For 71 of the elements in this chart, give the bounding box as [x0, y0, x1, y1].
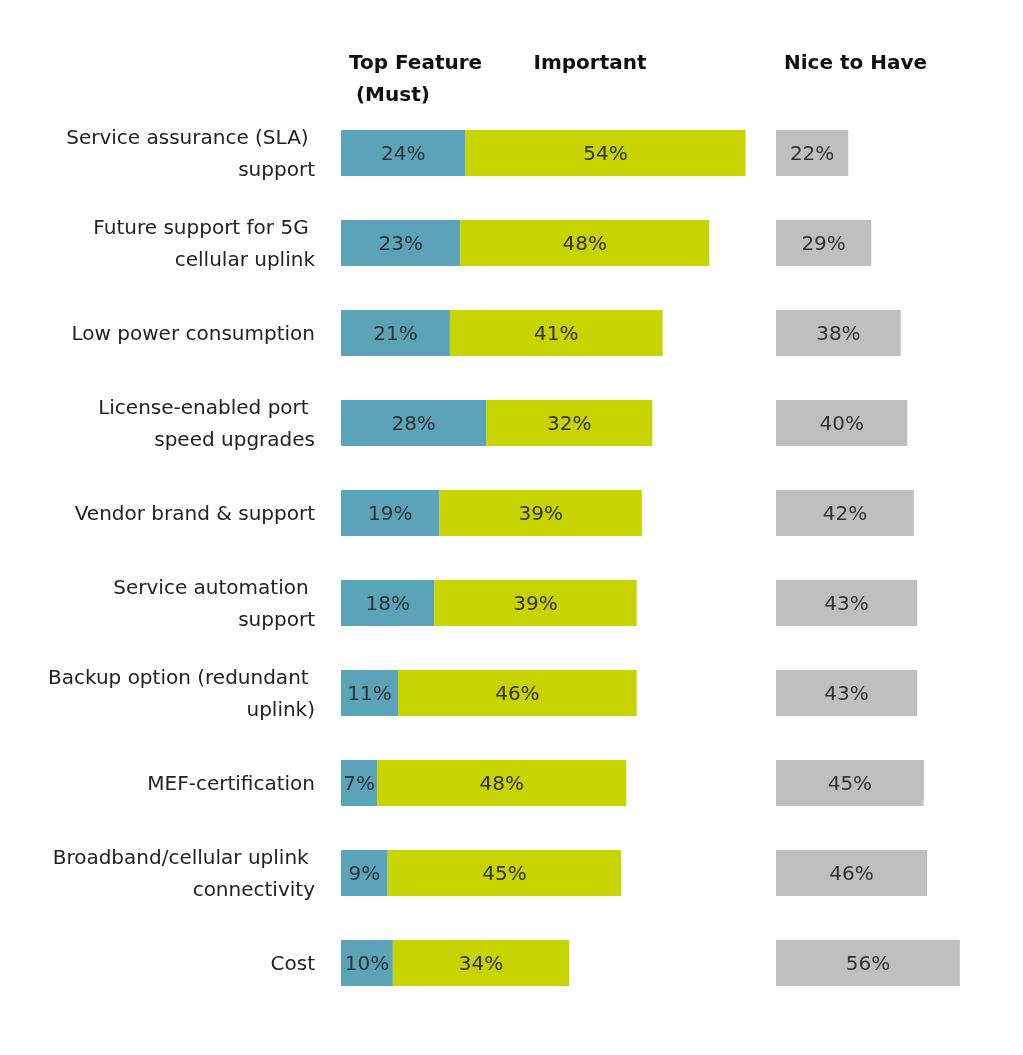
- bar: [776, 760, 924, 806]
- bar: [776, 850, 928, 896]
- data-label: 7%: [343, 771, 376, 795]
- data-label: 29%: [801, 231, 846, 255]
- bar: [465, 130, 746, 176]
- bar: [387, 850, 622, 896]
- data-label: 32%: [547, 411, 592, 435]
- bar: [341, 310, 450, 356]
- data-label: 40%: [819, 411, 864, 435]
- data-label: 56%: [845, 951, 891, 975]
- data-label: 18%: [365, 591, 410, 615]
- bar: [341, 670, 399, 716]
- data-label: 43%: [824, 681, 869, 705]
- bar: [341, 490, 440, 536]
- bar: [486, 400, 653, 446]
- bar: [776, 220, 872, 266]
- y-tick-label: Backup option (redundant uplink): [47, 665, 315, 721]
- y-tick-label: Future support for 5G cellular uplink: [93, 215, 316, 271]
- data-label: 39%: [513, 591, 558, 615]
- text: Nice to Have: [784, 50, 928, 74]
- data-label: 38%: [816, 321, 861, 345]
- series-label: Top Feature (Must): [349, 50, 483, 106]
- text: Important: [533, 50, 647, 74]
- data-label: 48%: [562, 231, 608, 255]
- y-tick-label: Vendor brand & support: [74, 501, 316, 525]
- y-tick-label: License-enabled port speed upgrades: [98, 395, 315, 451]
- bar: [398, 670, 637, 716]
- data-label: 45%: [827, 771, 873, 795]
- bar: [341, 580, 435, 626]
- data-label: 11%: [347, 681, 392, 705]
- bar: [439, 490, 642, 536]
- data-label: 10%: [344, 951, 390, 975]
- y-tick-label: Low power consumption: [71, 321, 315, 345]
- data-label: 41%: [534, 321, 579, 345]
- bar: [341, 400, 487, 446]
- bar: [377, 760, 627, 806]
- data-label: 28%: [391, 411, 436, 435]
- data-label: 42%: [822, 501, 868, 525]
- data-label: 54%: [583, 141, 628, 165]
- data-label: 19%: [368, 501, 413, 525]
- bar: [776, 400, 908, 446]
- bar: [341, 220, 461, 266]
- data-label: 24%: [381, 141, 426, 165]
- bar: [776, 940, 960, 986]
- bar: [776, 670, 918, 716]
- data-label: 39%: [518, 501, 563, 525]
- data-label: 22%: [789, 141, 835, 165]
- bar: [434, 580, 637, 626]
- y-tick-label: MEF-certification: [147, 771, 315, 795]
- data-label: 9%: [348, 861, 381, 885]
- bar: [341, 130, 466, 176]
- y-tick-label: Service automation support: [113, 575, 316, 631]
- data-label: 23%: [378, 231, 423, 255]
- data-label: 46%: [829, 861, 874, 885]
- bar: [449, 310, 663, 356]
- bar: [460, 220, 710, 266]
- data-label: 48%: [479, 771, 525, 795]
- data-label: 34%: [458, 951, 504, 975]
- bar: [776, 130, 849, 176]
- bar: [776, 580, 918, 626]
- bar: [392, 940, 570, 986]
- bar: [776, 310, 901, 356]
- y-tick-label: Broadband/cellular uplink connectivity: [52, 845, 316, 901]
- y-tick-label: Cost: [270, 951, 316, 975]
- data-label: 46%: [495, 681, 540, 705]
- data-label: 21%: [373, 321, 418, 345]
- data-label: 43%: [824, 591, 869, 615]
- bar: [776, 490, 914, 536]
- data-label: 45%: [482, 861, 527, 885]
- y-tick-label: Service assurance (SLA) support: [66, 125, 316, 181]
- bar: [341, 850, 388, 896]
